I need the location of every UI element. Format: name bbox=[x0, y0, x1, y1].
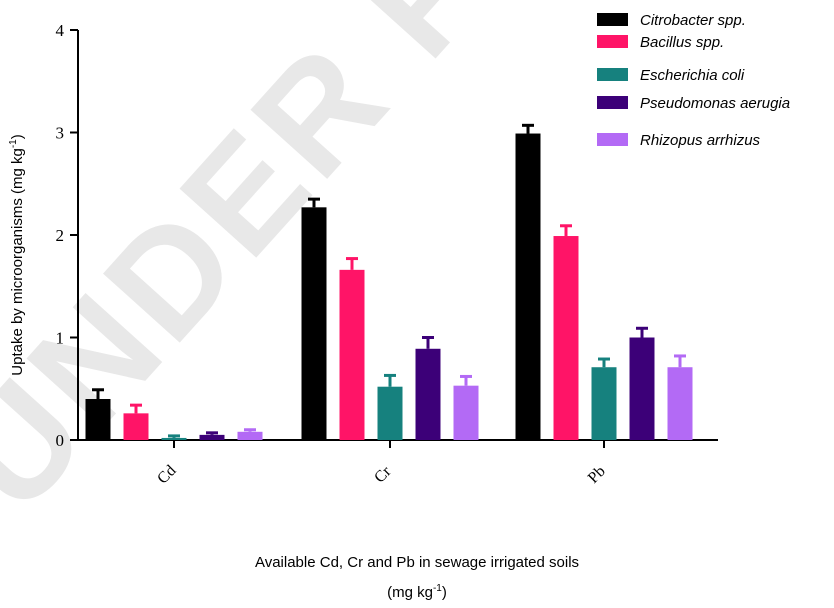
y-axis-label-end: ) bbox=[9, 134, 26, 139]
bar bbox=[667, 367, 693, 440]
error-bars bbox=[92, 123, 686, 438]
bar bbox=[339, 269, 365, 440]
y-tick-label: 1 bbox=[56, 329, 65, 348]
bars bbox=[85, 133, 693, 440]
bar bbox=[415, 348, 441, 440]
y-axis-label-main: Uptake by microorganisms (mg kg bbox=[9, 148, 26, 376]
bar bbox=[301, 207, 327, 440]
bar bbox=[377, 386, 403, 440]
legend-label: Bacillus spp. bbox=[640, 34, 724, 51]
legend-swatch bbox=[597, 96, 628, 109]
legend-label: Citrobacter spp. bbox=[640, 12, 746, 29]
legend-swatch bbox=[597, 13, 628, 26]
legend-label: Escherichia coli bbox=[640, 67, 745, 84]
legend-label: Pseudomonas aerugia bbox=[640, 95, 790, 112]
bar bbox=[237, 431, 263, 440]
x-tick-label: Cd bbox=[154, 462, 179, 487]
x-tick-label: Pb bbox=[585, 463, 609, 487]
x-axis-unit-end: ) bbox=[441, 584, 447, 601]
y-tick-label: 2 bbox=[56, 226, 65, 245]
svg-text:Uptake by microorganisms (mg k: Uptake by microorganisms (mg kg-1) bbox=[8, 134, 26, 375]
bar bbox=[199, 434, 225, 440]
bar bbox=[123, 413, 149, 440]
bar bbox=[591, 367, 617, 440]
y-tick-label: 3 bbox=[56, 124, 65, 143]
bar bbox=[553, 236, 579, 440]
y-axis-label-sup: -1 bbox=[8, 139, 19, 148]
y-tick-label: 0 bbox=[56, 431, 65, 450]
bar bbox=[453, 385, 479, 440]
legend-swatch bbox=[597, 35, 628, 48]
x-axis-label: Available Cd, Cr and Pb in sewage irriga… bbox=[254, 554, 580, 571]
bar bbox=[161, 437, 187, 440]
bar bbox=[85, 399, 111, 440]
y-tick-label: 4 bbox=[56, 21, 65, 40]
legend: Citrobacter spp. Bacillus spp. Escherichia… bbox=[597, 12, 790, 149]
legend-swatch bbox=[597, 133, 628, 146]
x-axis-unit-label: (mg kg-1) bbox=[0, 583, 834, 601]
legend-swatch bbox=[597, 68, 628, 81]
x-tick-label: Cr bbox=[371, 463, 395, 487]
x-axis-unit-main: (mg kg bbox=[387, 584, 433, 601]
bar bbox=[629, 337, 655, 440]
legend-label: Rhizopus arrhizus bbox=[640, 132, 761, 149]
bar bbox=[515, 133, 541, 440]
bar-chart: Uptake by microorganisms (mg kg-1) 0 1 2 3 4… bbox=[8, 12, 790, 487]
y-axis-label: Uptake by microorganisms (mg kg-1) bbox=[8, 134, 26, 375]
x-axis-unit-sup: -1 bbox=[432, 583, 442, 594]
